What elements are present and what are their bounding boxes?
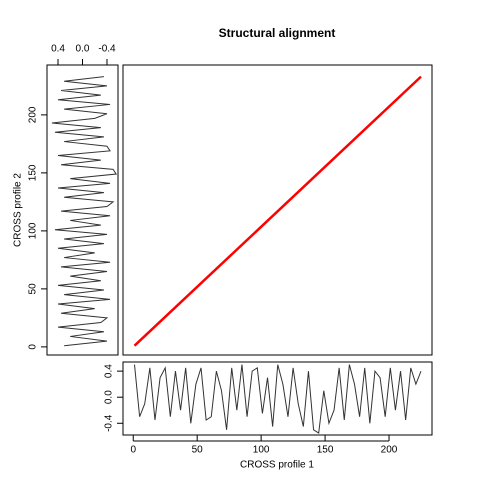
series-line	[134, 364, 422, 434]
x-tick-label: -0.4	[98, 44, 116, 55]
y-tick-label: 0.0	[104, 390, 115, 404]
chart-title: Structural alignment	[219, 26, 336, 40]
y-tick-label: 0	[28, 344, 39, 350]
series-line	[51, 76, 118, 347]
x-tick-label: 50	[192, 445, 204, 456]
y-axis-label: CROSS profile 2	[13, 173, 24, 247]
main-panel	[122, 64, 433, 356]
series-line	[133, 75, 422, 347]
y-tick-label: 0.4	[104, 364, 115, 378]
x-tick-label: 100	[253, 445, 270, 456]
x-tick-label: 200	[381, 445, 398, 456]
y-tick-label: -0.4	[104, 414, 115, 432]
x-tick-label: 0	[130, 445, 136, 456]
y-tick-label: 150	[28, 164, 39, 181]
x-tick-label: 0.4	[51, 44, 65, 55]
x-axis-label: CROSS profile 1	[240, 460, 314, 471]
x-tick-label: 0.0	[76, 44, 90, 55]
y-tick-label: 200	[28, 106, 39, 123]
y-tick-label: 100	[28, 222, 39, 239]
y-tick-label: 50	[28, 283, 39, 295]
left-panel	[46, 64, 119, 356]
x-tick-label: 150	[317, 445, 334, 456]
bottom-panel	[122, 361, 433, 436]
